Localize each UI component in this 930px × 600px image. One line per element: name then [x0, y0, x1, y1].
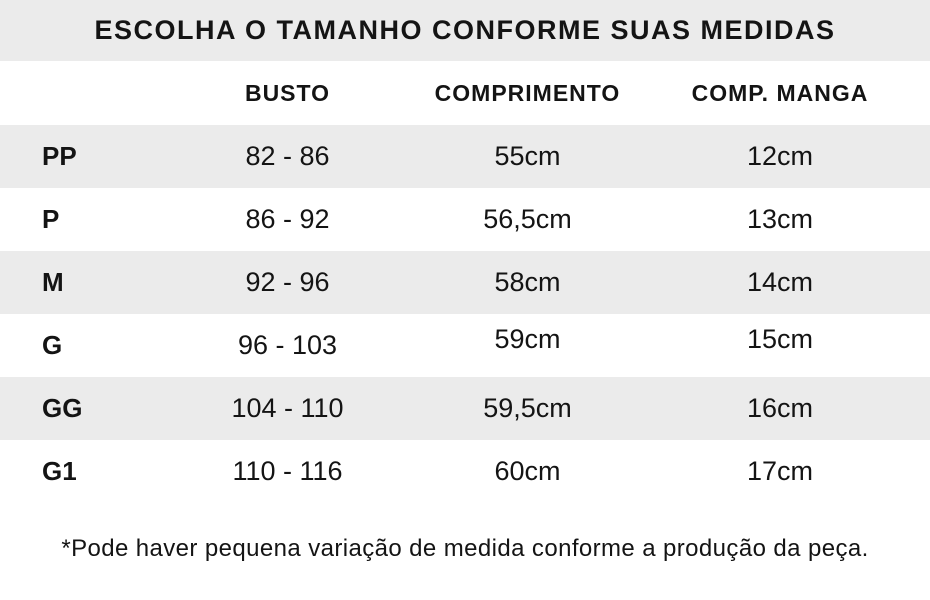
table-row: G 96 - 103 59cm 15cm [0, 314, 930, 377]
bust-value: 82 - 86 [245, 141, 330, 171]
size-label: G1 [42, 456, 77, 486]
bust-value: 92 - 96 [245, 267, 330, 297]
size-label: M [42, 267, 64, 297]
length-value: 59cm [494, 324, 561, 354]
table-row: GG 104 - 110 59,5cm 16cm [0, 377, 930, 440]
length-value: 59,5cm [483, 393, 572, 423]
size-table: BUSTO COMPRIMENTO COMP. MANGA PP 82 - 86… [0, 61, 930, 503]
length-value: 60cm [494, 456, 561, 486]
bust-value: 86 - 92 [245, 204, 330, 234]
page-title: ESCOLHA O TAMANHO CONFORME SUAS MEDIDAS [94, 15, 836, 45]
table-header-row: BUSTO COMPRIMENTO COMP. MANGA [0, 61, 930, 125]
bust-value: 110 - 116 [232, 456, 343, 486]
sleeve-length-value: 16cm [746, 393, 814, 423]
title-bar: ESCOLHA O TAMANHO CONFORME SUAS MEDIDAS [0, 0, 930, 61]
sleeve-length-value: 12cm [746, 141, 814, 171]
column-header-comprimento: COMPRIMENTO [434, 79, 621, 106]
footnote-area: *Pode haver pequena variação de medida c… [0, 503, 930, 600]
table-body: PP 82 - 86 55cm 12cm P 86 - 92 56,5cm 13… [0, 125, 930, 503]
bust-value: 104 - 110 [231, 393, 344, 423]
table-row: PP 82 - 86 55cm 12cm [0, 125, 930, 188]
size-label: P [42, 204, 60, 234]
bust-value: 96 - 103 [237, 330, 338, 360]
table-row: M 92 - 96 58cm 14cm [0, 251, 930, 314]
size-label: GG [42, 393, 83, 423]
size-label: G [42, 330, 63, 360]
length-value: 55cm [494, 141, 561, 171]
column-header-busto: BUSTO [244, 79, 331, 106]
table-row: P 86 - 92 56,5cm 13cm [0, 188, 930, 251]
disclaimer-note: *Pode haver pequena variação de medida c… [61, 535, 869, 562]
sleeve-length-value: 15cm [746, 324, 814, 354]
sleeve-length-value: 14cm [746, 267, 814, 297]
sleeve-length-value: 13cm [746, 204, 814, 234]
sleeve-length-value: 17cm [746, 456, 814, 486]
column-header-comp-manga: COMP. MANGA [691, 79, 869, 106]
size-label: PP [42, 141, 77, 171]
length-value: 58cm [494, 267, 561, 297]
length-value: 56,5cm [483, 204, 572, 234]
table-row: G1 110 - 116 60cm 17cm [0, 440, 930, 503]
